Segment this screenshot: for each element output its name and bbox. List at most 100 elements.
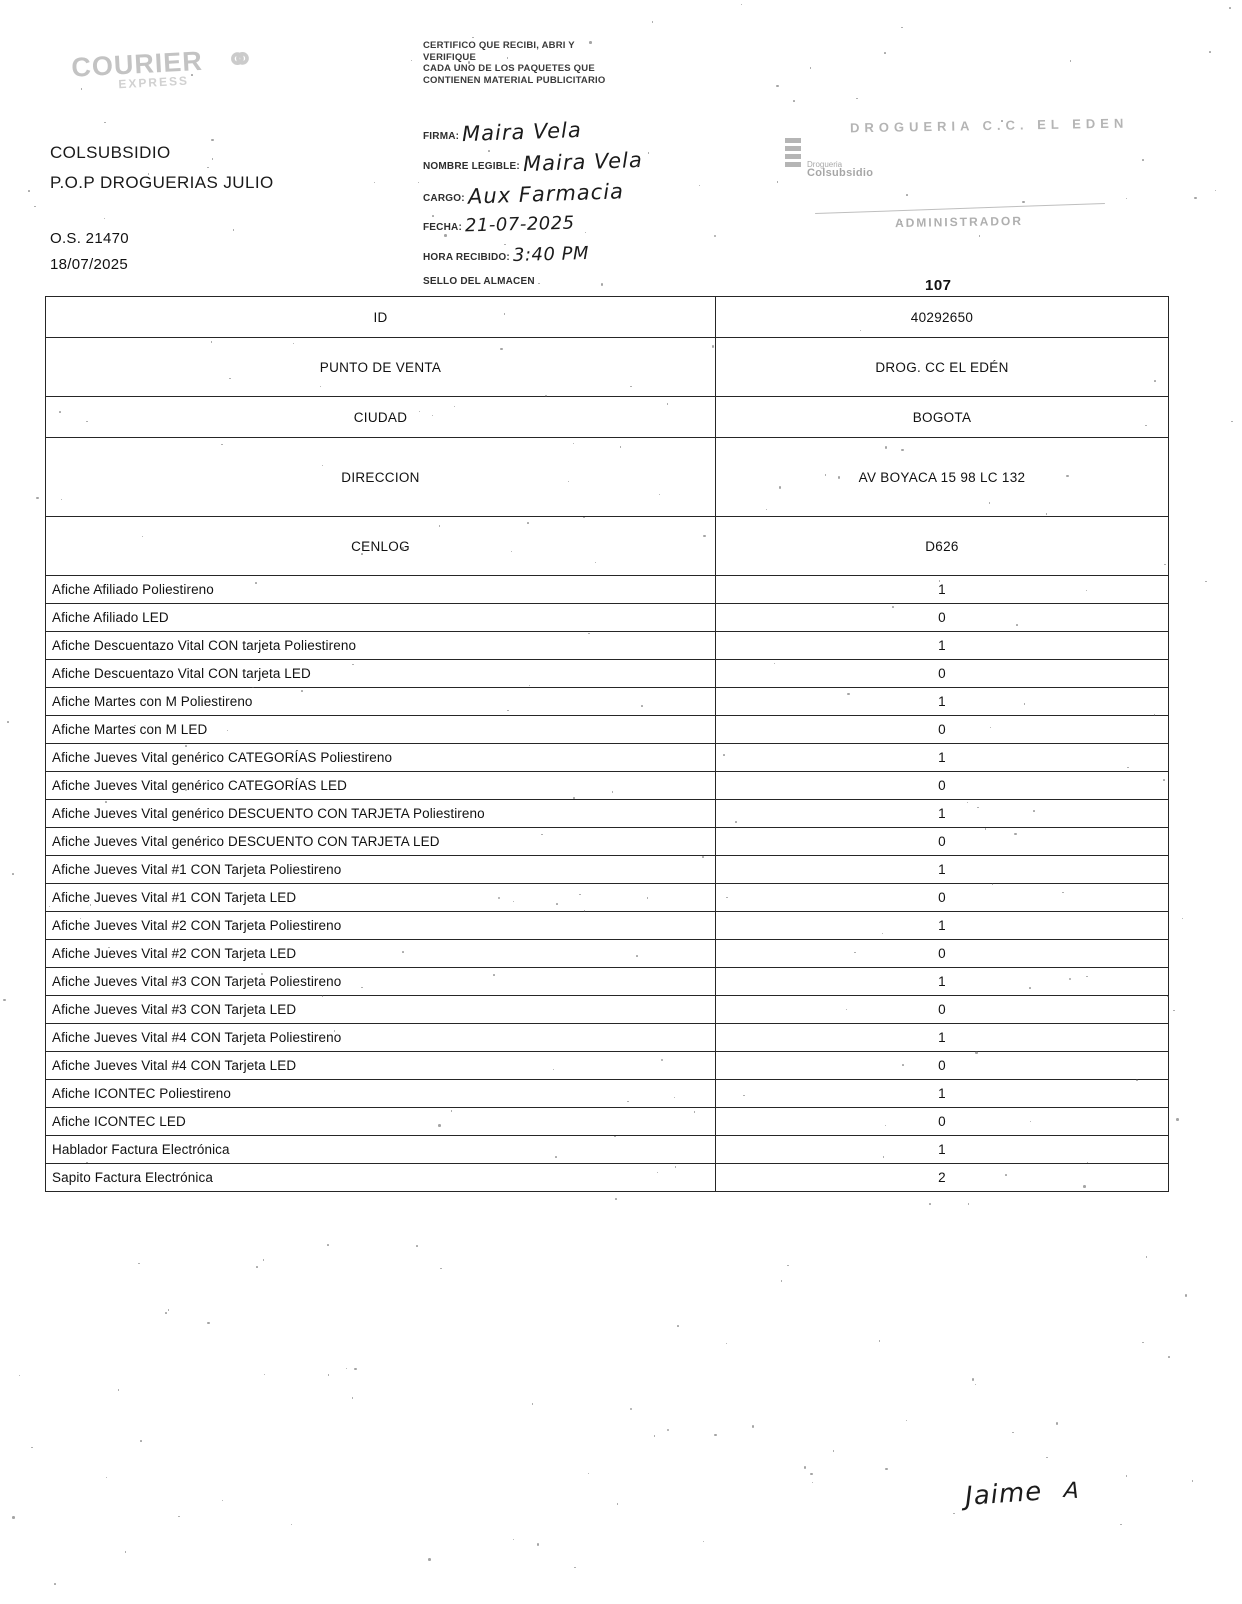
item-label: Afiche Jueves Vital #2 CON Tarjeta Polie… [45, 911, 716, 940]
item-qty: 0 [715, 659, 1169, 688]
item-qty: 0 [715, 771, 1169, 800]
table-row: Afiche Afiliado LED 0 [45, 603, 1169, 632]
cargo-field: CARGO: Aux Farmacia [423, 179, 625, 209]
item-qty: 0 [715, 827, 1169, 856]
item-label: Afiche Jueves Vital genérico CATEGORÍAS … [45, 743, 716, 772]
item-qty: 1 [715, 631, 1169, 660]
fecha-label: FECHA: [423, 222, 462, 233]
table-row-cenlog: CENLOG D626 [45, 516, 1169, 576]
firma-field: FIRMA: Maira Vela [423, 117, 583, 147]
nombre-legible-label: NOMBRE LEGIBLE: [423, 161, 520, 172]
info-value: D626 [715, 516, 1169, 576]
item-label: Afiche Jueves Vital #4 CON Tarjeta LED [45, 1051, 716, 1080]
stamp-store-name: DROGUERIA C.C. EL EDEN [849, 115, 1129, 136]
item-qty: 0 [715, 1107, 1169, 1136]
info-value: AV BOYACA 15 98 LC 132 [715, 437, 1169, 517]
stamp-rule [815, 202, 1105, 215]
table-row: Afiche Afiliado Poliestireno 1 [45, 575, 1169, 604]
item-label: Afiche Descuentazo Vital CON tarjeta LED [45, 659, 716, 688]
item-qty: 0 [715, 603, 1169, 632]
stamp-logo-bars [785, 138, 801, 172]
item-label: Afiche Jueves Vital genérico CATEGORÍAS … [45, 771, 716, 800]
stamp-role: ADMINISTRADOR [894, 213, 1024, 231]
item-qty: 1 [715, 687, 1169, 716]
cargo-handwritten-value: Aux Farmacia [467, 179, 625, 209]
fecha-field: FECHA: 21-07-2025 [423, 212, 575, 237]
stamp-brand-line1: Drogueria [807, 160, 843, 169]
info-label: PUNTO DE VENTA [45, 337, 716, 397]
item-qty: 2 [715, 1163, 1169, 1192]
nombre-legible-handwritten-value: Maira Vela [522, 147, 644, 177]
table-row: Afiche Jueves Vital #1 CON Tarjeta LED 0 [45, 883, 1169, 912]
item-qty: 1 [715, 1079, 1169, 1108]
info-value: 40292650 [715, 296, 1169, 338]
item-label: Afiche Martes con M LED [45, 715, 716, 744]
item-qty: 0 [715, 1051, 1169, 1080]
nombre-legible-field: NOMBRE LEGIBLE: Maira Vela [423, 147, 644, 177]
firma-handwritten-value: Maira Vela [461, 117, 583, 147]
item-qty: 1 [715, 1023, 1169, 1052]
pop-delivery-table: ID 40292650 PUNTO DE VENTA DROG. CC EL E… [45, 296, 1169, 1192]
certification-block: CERTIFICO QUE RECIBI, ABRI Y VERIFIQUE C… [423, 40, 753, 86]
item-qty: 1 [715, 743, 1169, 772]
info-label: CIUDAD [45, 396, 716, 438]
item-label: Afiche ICONTEC Poliestireno [45, 1079, 716, 1108]
page-number: 107 [925, 277, 952, 294]
table-row-punto-de-venta: PUNTO DE VENTA DROG. CC EL EDÉN [45, 337, 1169, 397]
document-subtitle: P.O.P DROGUERIAS JULIO [50, 173, 274, 192]
table-row: Afiche Martes con M LED 0 [45, 715, 1169, 744]
item-qty: 0 [715, 995, 1169, 1024]
info-label: ID [45, 296, 716, 338]
item-qty: 0 [715, 939, 1169, 968]
item-label: Afiche Jueves Vital #2 CON Tarjeta LED [45, 939, 716, 968]
fecha-handwritten-value: 21-07-2025 [464, 212, 575, 237]
certification-line: VERIFIQUE [423, 51, 477, 63]
info-label: CENLOG [45, 516, 716, 576]
item-label: Afiche Jueves Vital #3 CON Tarjeta LED [45, 995, 716, 1024]
order-number: O.S. 21470 [50, 230, 129, 247]
item-label: Afiche Jueves Vital #3 CON Tarjeta Polie… [45, 967, 716, 996]
table-row-direccion: DIRECCION AV BOYACA 15 98 LC 132 [45, 437, 1169, 517]
courier-logo: COURIER EXPRESS ⚭ [71, 40, 257, 108]
certification-line: CERTIFICO QUE RECIBI, ABRI Y [423, 40, 575, 51]
item-label: Afiche Jueves Vital #1 CON Tarjeta Polie… [45, 855, 716, 884]
table-row: Afiche Jueves Vital genérico DESCUENTO C… [45, 799, 1169, 828]
item-qty: 1 [715, 1135, 1169, 1164]
table-row: Afiche ICONTEC Poliestireno 1 [45, 1079, 1169, 1108]
table-row: Afiche Jueves Vital genérico CATEGORÍAS … [45, 771, 1169, 800]
item-qty: 1 [715, 967, 1169, 996]
table-row: Sapito Factura Electrónica 2 [45, 1163, 1169, 1192]
item-label: Afiche Jueves Vital #1 CON Tarjeta LED [45, 883, 716, 912]
table-row-ciudad: CIUDAD BOGOTA [45, 396, 1169, 438]
item-qty: 0 [715, 715, 1169, 744]
bottom-signature: Jaime A [964, 1474, 1081, 1512]
item-label: Afiche Descuentazo Vital CON tarjeta Pol… [45, 631, 716, 660]
bottom-signature-mark: A [1063, 1478, 1082, 1505]
table-row: Afiche Jueves Vital #4 CON Tarjeta Polie… [45, 1023, 1169, 1052]
bottom-signature-name: Jaime [964, 1476, 1044, 1512]
store-stamp: DROGUERIA C.C. EL EDEN Drogueria Colsubs… [785, 110, 1185, 270]
sello-almacen-label: SELLO DEL ALMACEN [423, 276, 535, 287]
hora-recibido-handwritten-value: 3:40 PM [512, 243, 590, 266]
item-label: Afiche Martes con M Poliestireno [45, 687, 716, 716]
item-label: Afiche ICONTEC LED [45, 1107, 716, 1136]
item-label: Sapito Factura Electrónica [45, 1163, 716, 1192]
table-row-id: ID 40292650 [45, 296, 1169, 338]
item-qty: 1 [715, 855, 1169, 884]
order-date: 18/07/2025 [50, 256, 129, 273]
table-row: Afiche Jueves Vital #1 CON Tarjeta Polie… [45, 855, 1169, 884]
table-row: Afiche Jueves Vital #3 CON Tarjeta Polie… [45, 967, 1169, 996]
cargo-label: CARGO: [423, 193, 465, 204]
stamp-brand: Drogueria Colsubsidio [807, 160, 874, 179]
info-label: DIRECCION [45, 437, 716, 517]
item-label: Afiche Jueves Vital genérico DESCUENTO C… [45, 827, 716, 856]
table-row: Afiche ICONTEC LED 0 [45, 1107, 1169, 1136]
certification-line: CONTIENEN MATERIAL PUBLICITARIO [423, 74, 606, 86]
info-value: DROG. CC EL EDÉN [715, 337, 1169, 397]
table-row: Afiche Jueves Vital genérico CATEGORÍAS … [45, 743, 1169, 772]
table-row: Afiche Jueves Vital #2 CON Tarjeta Polie… [45, 911, 1169, 940]
item-label: Afiche Afiliado LED [45, 603, 716, 632]
table-row: Hablador Factura Electrónica 1 [45, 1135, 1169, 1164]
stamp-brand-line2: Colsubsidio [807, 167, 874, 179]
